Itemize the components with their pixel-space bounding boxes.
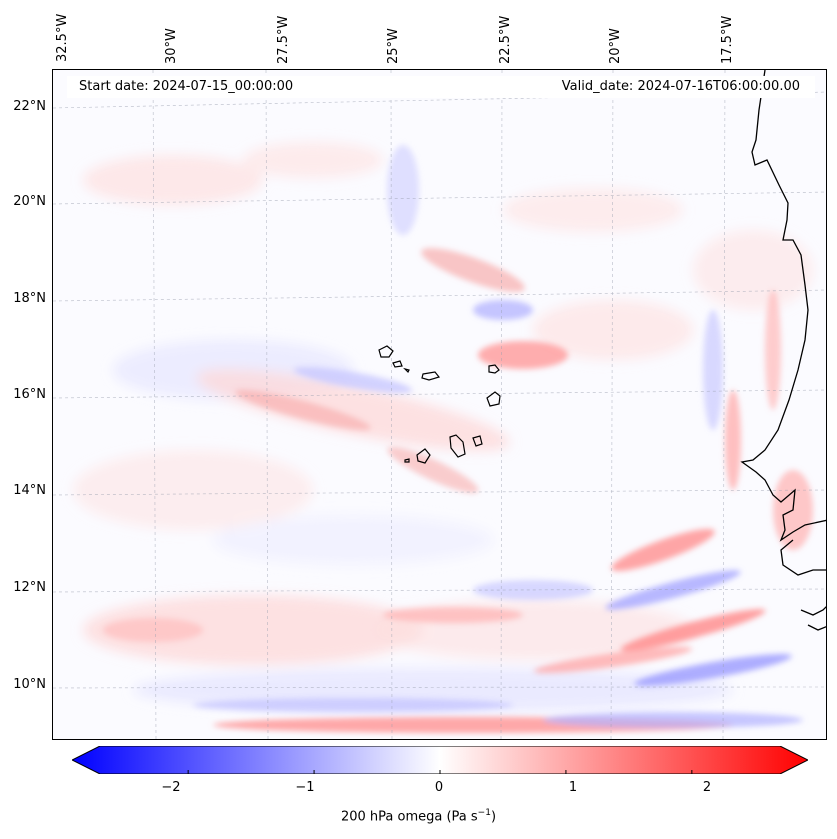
- lat-label-20N: 20°N: [13, 194, 46, 209]
- graticule: [53, 70, 826, 739]
- omega-field: [73, 142, 813, 733]
- lat-label-22N: 22°N: [13, 99, 46, 114]
- lon-label-30W: 30°W: [164, 28, 179, 64]
- colorbar-tick: −1: [295, 780, 315, 795]
- colorbar: [72, 746, 808, 774]
- lon-label-27.5W: 27.5°W: [276, 15, 291, 64]
- lon-label-20W: 20°W: [608, 28, 623, 64]
- lat-label-18N: 18°N: [13, 291, 46, 306]
- map-panel[interactable]: Start date: 2024-07-15_00:00:00 Valid_da…: [52, 69, 827, 740]
- start-date-label: Start date: 2024-07-15_00:00:00: [79, 79, 294, 94]
- lat-label-12N: 12°N: [13, 580, 46, 595]
- lat-label-10N: 10°N: [13, 677, 46, 692]
- cape-verde-islands: [378, 345, 501, 464]
- lon-label-22.5W: 22.5°W: [498, 15, 513, 64]
- lat-label-16N: 16°N: [13, 387, 46, 402]
- lon-label-25W: 25°W: [386, 28, 401, 64]
- colorbar-tick: −2: [161, 780, 181, 795]
- valid-date-label: Valid_date: 2024-07-16T06:00:00.00: [561, 79, 800, 94]
- coastline: [378, 70, 826, 631]
- colorbar-tick: 1: [568, 780, 578, 795]
- header-bar: [67, 76, 815, 98]
- lat-label-14N: 14°N: [13, 483, 46, 498]
- colorbar-tick: 0: [434, 780, 444, 795]
- lon-label-32.5W: 32.5°W: [55, 13, 70, 62]
- lon-label-17.5W: 17.5°W: [720, 15, 735, 64]
- colorbar-scale: [72, 746, 808, 774]
- colorbar-label: 200 hPa omega (Pa s−1): [340, 808, 497, 825]
- colorbar-tick: 2: [702, 780, 712, 795]
